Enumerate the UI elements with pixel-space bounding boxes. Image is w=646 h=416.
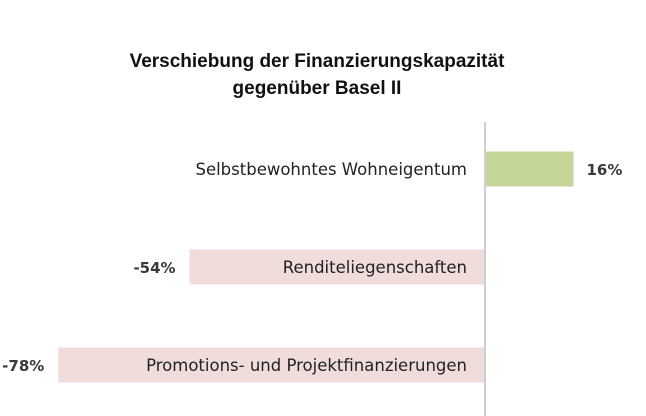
value-label-2: -78% <box>2 357 44 375</box>
bar-1 <box>189 249 485 285</box>
chart-title-line-2: gegenüber Basel II <box>233 78 402 99</box>
category-label-0: Selbstbewohntes Wohneigentum <box>195 160 467 179</box>
chart-title-line-1: Verschiebung der Finanzierungskapazität <box>130 51 505 72</box>
bars-group: Selbstbewohntes Wohneigentum 16% Renditeli… <box>2 151 623 383</box>
category-label-1: Renditeliegenschaften <box>283 258 467 277</box>
bar-2 <box>58 347 486 383</box>
value-label-0: 16% <box>587 161 623 179</box>
bar-0 <box>486 151 574 187</box>
category-label-2: Promotions- und Projektfinanzierungen <box>146 356 467 375</box>
value-label-1: -54% <box>133 259 175 277</box>
